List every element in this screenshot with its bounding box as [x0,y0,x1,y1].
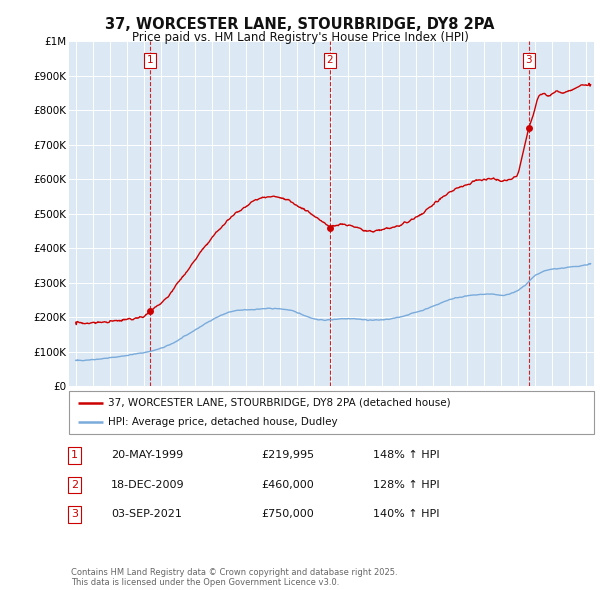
Text: 03-SEP-2021: 03-SEP-2021 [111,510,182,519]
Text: 18-DEC-2009: 18-DEC-2009 [111,480,185,490]
Text: 140% ↑ HPI: 140% ↑ HPI [373,510,440,519]
Text: 3: 3 [526,55,532,65]
Text: £460,000: £460,000 [261,480,314,490]
Text: £219,995: £219,995 [261,451,314,460]
Text: 1: 1 [147,55,154,65]
Text: 148% ↑ HPI: 148% ↑ HPI [373,451,440,460]
Text: Price paid vs. HM Land Registry's House Price Index (HPI): Price paid vs. HM Land Registry's House … [131,31,469,44]
Text: 128% ↑ HPI: 128% ↑ HPI [373,480,440,490]
Text: Contains HM Land Registry data © Crown copyright and database right 2025.
This d: Contains HM Land Registry data © Crown c… [71,568,397,587]
Text: £750,000: £750,000 [261,510,314,519]
Text: 37, WORCESTER LANE, STOURBRIDGE, DY8 2PA: 37, WORCESTER LANE, STOURBRIDGE, DY8 2PA [105,17,495,31]
Text: 1: 1 [71,451,78,460]
Text: 3: 3 [71,510,78,519]
Text: 37, WORCESTER LANE, STOURBRIDGE, DY8 2PA (detached house): 37, WORCESTER LANE, STOURBRIDGE, DY8 2PA… [109,398,451,408]
Text: 20-MAY-1999: 20-MAY-1999 [111,451,183,460]
Text: HPI: Average price, detached house, Dudley: HPI: Average price, detached house, Dudl… [109,417,338,427]
Text: 2: 2 [71,480,78,490]
Text: 2: 2 [326,55,333,65]
